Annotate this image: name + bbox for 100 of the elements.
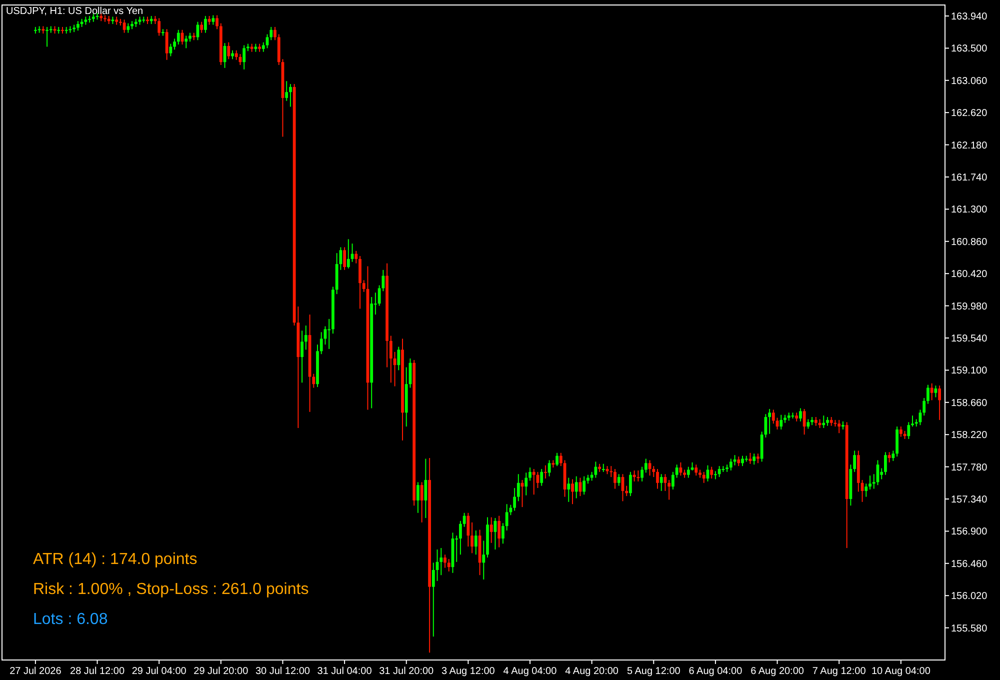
candlestick [389, 335, 392, 384]
candlestick [466, 512, 470, 548]
y-tick-label: 156.900 [951, 526, 988, 538]
x-tick-label: 27 Jul 2026 [10, 666, 62, 677]
candlestick [559, 452, 562, 467]
candlestick [617, 474, 620, 486]
candlestick [169, 43, 172, 57]
candlestick [610, 466, 613, 478]
candlestick [911, 415, 914, 428]
annotation: ATR (14) : 174.0 points [33, 551, 198, 568]
candlestick [516, 474, 520, 502]
candlestick [300, 330, 304, 384]
x-tick-label: 4 Aug 04:00 [503, 666, 558, 677]
candlestick [474, 530, 478, 556]
candlestick [274, 26, 276, 41]
x-tick-label: 3 Aug 12:00 [441, 666, 496, 677]
candlestick [922, 398, 926, 416]
candlestick [513, 488, 516, 512]
candlestick [582, 476, 586, 496]
candlestick [571, 478, 574, 505]
candlestick [548, 460, 551, 477]
candlestick [629, 471, 632, 497]
candlestick [888, 452, 891, 463]
candlestick [853, 450, 856, 472]
candlestick [668, 479, 671, 500]
y-tick-label: 160.860 [951, 236, 988, 248]
candlestick [204, 15, 207, 34]
candlestick [567, 477, 570, 502]
candlestick [899, 426, 902, 438]
candlestick [216, 14, 218, 30]
candlestick [772, 409, 775, 424]
candlestick [656, 468, 659, 490]
candlestick [200, 21, 204, 34]
y-tick-label: 156.460 [951, 558, 988, 570]
candlestick [737, 456, 740, 467]
candlestick [505, 504, 508, 531]
candlestick [892, 450, 895, 462]
y-tick-label: 163.500 [951, 44, 988, 55]
candlestick [212, 14, 215, 26]
candlestick [660, 474, 663, 492]
candlestick [122, 19, 126, 34]
candlestick [76, 20, 80, 32]
x-tick-label: 6 Aug 20:00 [750, 666, 804, 677]
candlestick [838, 419, 841, 434]
candlestick [930, 382, 934, 401]
y-tick-label: 163.060 [951, 76, 988, 87]
candlestick [718, 466, 721, 478]
candlestick [756, 453, 760, 464]
candlestick [470, 522, 474, 554]
candlestick [710, 466, 714, 480]
candlestick [328, 318, 331, 350]
candlestick [462, 512, 466, 528]
candlestick [574, 476, 578, 499]
y-tick-label: 161.740 [951, 172, 988, 184]
candlestick [304, 325, 308, 350]
candlestick [266, 34, 269, 49]
candlestick [806, 418, 810, 430]
candlestick [938, 385, 941, 420]
candlestick [285, 80, 288, 102]
candlestick [38, 26, 41, 34]
y-tick-label: 159.100 [951, 366, 988, 377]
candlestick [46, 26, 48, 48]
candlestick [625, 485, 628, 497]
candlestick [416, 482, 420, 514]
candlestick [780, 414, 783, 430]
candlestick [502, 522, 504, 544]
y-tick-label: 162.620 [951, 108, 988, 120]
candlestick [482, 540, 486, 580]
candlestick [636, 470, 640, 482]
candlestick [594, 461, 598, 478]
y-tick-label: 161.300 [951, 204, 988, 216]
candlestick [540, 468, 544, 486]
y-tick-label: 157.340 [951, 494, 988, 506]
y-tick-label: 156.020 [951, 591, 988, 602]
candlestick [880, 468, 884, 480]
candlestick [532, 468, 536, 496]
candlestick [802, 408, 806, 436]
chart-title: USDJPY, H1: US Dollar vs Yen [6, 6, 144, 17]
candlestick [907, 422, 910, 440]
x-tick-label: 10 Aug 04:00 [871, 666, 931, 677]
x-tick-label: 5 Aug 12:00 [626, 666, 681, 677]
candlestick [868, 475, 872, 490]
y-tick-label: 157.780 [951, 462, 988, 474]
candlestick [752, 453, 756, 466]
candlestick [104, 14, 106, 22]
candlestick [49, 26, 52, 34]
candlestick [934, 385, 938, 398]
y-tick-label: 160.420 [951, 269, 988, 280]
candlestick [640, 466, 644, 482]
y-tick-label: 159.980 [951, 301, 988, 312]
candlestick [644, 458, 648, 474]
x-tick-label: 30 Jul 12:00 [255, 666, 310, 677]
x-tick-label: 4 Aug 20:00 [565, 666, 619, 677]
candlestick [528, 467, 532, 482]
candlestick [748, 452, 752, 464]
candlestick [432, 562, 435, 638]
y-tick-label: 158.220 [951, 430, 988, 442]
candlestick [289, 84, 292, 108]
candlestick [768, 408, 771, 434]
candlestick [672, 471, 674, 490]
